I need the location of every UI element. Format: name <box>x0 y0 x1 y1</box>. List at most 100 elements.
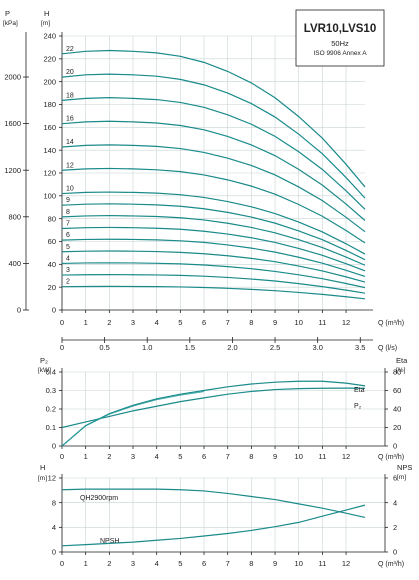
y2-tick-label: 0 <box>393 442 397 451</box>
y2-tick-label: 800 <box>8 212 21 221</box>
y2-tick-label: 4 <box>393 498 397 507</box>
curve-label-stage-8: 8 <box>66 209 70 216</box>
curve-label-stage-6: 6 <box>66 232 70 239</box>
y-tick-label: 140 <box>43 146 56 155</box>
y-tick-label: 0.4 <box>46 368 56 377</box>
y2-tick-label: 400 <box>8 259 21 268</box>
title-box <box>295 9 385 67</box>
y-tick-label: 12 <box>48 474 56 483</box>
x2-tick-label: 1.5 <box>185 343 195 352</box>
y-axis-title: P₂ <box>40 356 48 365</box>
y2-axis-title: Eta <box>396 356 408 365</box>
curve-stage-3 <box>61 274 366 294</box>
y2-tick-label: 20 <box>393 423 401 432</box>
y-tick-label: 0.2 <box>46 405 56 414</box>
x2-tick-label: 3.0 <box>312 343 322 352</box>
y-tick-label: 0.3 <box>46 386 56 395</box>
x-tick-label: 4 <box>155 452 159 461</box>
curve-label-stage-10: 10 <box>66 186 74 193</box>
curve-stage-6 <box>61 238 366 278</box>
x-tick-label: 9 <box>273 318 277 327</box>
x2-tick-label: 0 <box>60 343 64 352</box>
curve-label-p2: P₂ <box>354 403 362 410</box>
y2-tick-label: 1600 <box>4 119 21 128</box>
curve-npsh <box>61 504 366 547</box>
curve-stage-9 <box>61 203 366 261</box>
x-tick-label: 12 <box>342 452 350 461</box>
curve-label-qh: QH2900rpm <box>80 495 118 502</box>
y2-axis-unit: [%] <box>396 367 406 374</box>
y-axis-unit: [kW] <box>38 367 51 374</box>
curve-label-eta: Eta <box>354 387 365 394</box>
y-tick-label: 0 <box>52 442 56 451</box>
chart-subtitle-frequency: 50Hz <box>331 39 349 48</box>
x-tick-label: 11 <box>318 318 326 327</box>
y2-tick-label: 60 <box>393 386 401 395</box>
y-tick-label: 240 <box>43 32 56 41</box>
x-tick-label: 1 <box>84 559 88 568</box>
x-tick-label: 12 <box>342 318 350 327</box>
y-tick-label: 0.1 <box>46 423 56 432</box>
x-tick-label: 0 <box>60 559 64 568</box>
x-tick-label: 12 <box>342 559 350 568</box>
x-tick-label: 9 <box>273 559 277 568</box>
x-tick-label: 6 <box>202 452 206 461</box>
x-tick-label: 11 <box>318 559 326 568</box>
curve-label-stage-2: 2 <box>66 279 70 286</box>
x-tick-label: 3 <box>131 559 135 568</box>
x-tick-label: 10 <box>295 559 303 568</box>
curve-label-stage-18: 18 <box>66 92 74 99</box>
curve-label-stage-22: 22 <box>66 46 74 53</box>
y-tick-label: 200 <box>43 77 56 86</box>
curve-p2 <box>61 387 366 429</box>
chart-title: LVR10,LVS10 <box>304 23 376 35</box>
curve-label-npsh: NPSH <box>100 538 119 545</box>
curve-label-stage-3: 3 <box>66 267 70 274</box>
curve-label-stage-5: 5 <box>66 244 70 251</box>
curve-stage-8 <box>61 214 366 266</box>
y2-axis-title: NPS <box>397 463 412 472</box>
y2-axis-unit: [m] <box>397 474 406 481</box>
y-tick-label: 220 <box>43 54 56 63</box>
x-tick-label: 6 <box>202 559 206 568</box>
y2-tick-label: 2000 <box>4 73 21 82</box>
curve-stage-5 <box>61 250 366 283</box>
y2-tick-label: 0 <box>17 306 21 315</box>
curve-stage-2 <box>61 285 366 300</box>
x-tick-label: 7 <box>226 559 230 568</box>
chart-subtitle-standard: ISO 9906 Annex A <box>313 50 367 57</box>
x-tick-label: 6 <box>202 318 206 327</box>
y-axis-title: H <box>44 9 49 18</box>
x-tick-label: 7 <box>226 452 230 461</box>
curve-label-stage-16: 16 <box>66 116 74 123</box>
y-axis-unit: [m] <box>41 20 50 27</box>
curve-stage-18 <box>61 97 366 210</box>
x-tick-label: 5 <box>178 559 182 568</box>
curve-label-stage-20: 20 <box>66 69 74 76</box>
curve-eta <box>61 380 366 447</box>
x-axis-title: Q (m³/h) <box>378 454 404 461</box>
x-tick-label: 5 <box>178 318 182 327</box>
y-tick-label: 180 <box>43 100 56 109</box>
x-tick-label: 0 <box>60 318 64 327</box>
x-tick-label: 10 <box>295 452 303 461</box>
x-tick-label: 8 <box>249 559 253 568</box>
y-axis-title: H <box>40 463 45 472</box>
head-chart: 020406080100120140160180200220240H[m]040… <box>3 9 404 352</box>
curve-stage-12 <box>61 167 366 244</box>
curve-stage-22 <box>61 49 366 188</box>
curve-label-stage-4: 4 <box>66 255 70 262</box>
y2-tick-label: 0 <box>393 548 397 557</box>
x-tick-label: 3 <box>131 318 135 327</box>
y-tick-label: 20 <box>48 283 56 292</box>
y-tick-label: 120 <box>43 169 56 178</box>
y-tick-label: 100 <box>43 191 56 200</box>
curve-stage-4 <box>61 262 366 289</box>
x-tick-label: 9 <box>273 452 277 461</box>
y-tick-label: 0 <box>52 548 56 557</box>
y-axis-unit: [m] <box>38 475 47 482</box>
y-tick-label: 40 <box>48 260 56 269</box>
x-axis-title: Q (m³/h) <box>378 320 404 327</box>
